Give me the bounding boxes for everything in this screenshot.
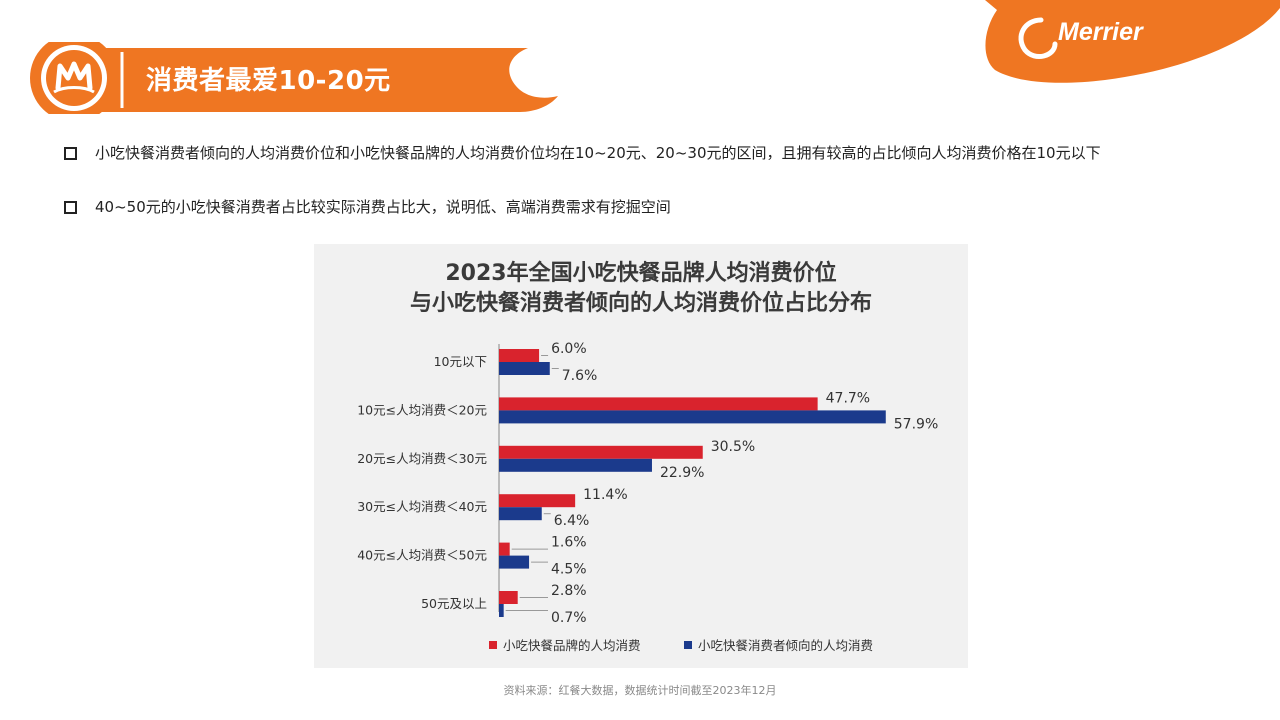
bullet-item: 小吃快餐消费者倾向的人均消费价位和小吃快餐品牌的人均消费价位均在10~20元、2… — [64, 142, 1264, 165]
data-label: 6.4% — [554, 513, 590, 529]
category-label: 40元≤人均消费＜50元 — [357, 548, 487, 563]
data-label: 6.0% — [551, 341, 587, 357]
category-label: 20元≤人均消费＜30元 — [357, 451, 487, 466]
data-label: 11.4% — [583, 487, 627, 503]
title-banner — [30, 42, 558, 114]
data-label: 4.5% — [551, 562, 587, 578]
bar-brand — [499, 542, 510, 556]
bar-brand — [499, 445, 703, 459]
bullet-item: 40~50元的小吃快餐消费者占比较实际消费占比大，说明低、高端消费需求有挖掘空间 — [64, 196, 1264, 219]
category-label: 10元≤人均消费＜20元 — [357, 402, 487, 417]
bar-brand — [499, 494, 576, 508]
bar-brand — [499, 591, 518, 604]
data-label: 2.8% — [551, 583, 587, 599]
bullet-text: 40~50元的小吃快餐消费者占比较实际消费占比大，说明低、高端消费需求有挖掘空间 — [95, 198, 671, 216]
square-bullet-icon — [64, 201, 77, 214]
chart-panel: 2023年全国小吃快餐品牌人均消费价位与小吃快餐消费者倾向的人均消费价位占比分布… — [314, 244, 968, 668]
legend-swatch — [489, 641, 497, 649]
square-bullet-icon — [64, 147, 77, 160]
legend-swatch — [684, 641, 692, 649]
bar-consumer — [499, 555, 530, 569]
data-label: 1.6% — [551, 535, 587, 551]
bar-consumer — [499, 507, 542, 521]
legend-label: 小吃快餐品牌的人均消费 — [503, 638, 641, 653]
page-title: 消费者最爱10-20元 — [146, 66, 391, 96]
data-label: 7.6% — [562, 368, 598, 384]
bar-brand — [499, 349, 540, 362]
bar-consumer — [499, 604, 504, 617]
brand-name: Merrier — [1058, 18, 1143, 46]
brand-logo — [985, 0, 1280, 83]
chart-subtitle: 与小吃快餐消费者倾向的人均消费价位占比分布 — [410, 290, 872, 316]
data-label: 0.7% — [551, 610, 587, 626]
category-label: 50元及以上 — [421, 596, 487, 611]
bar-consumer — [499, 362, 550, 375]
data-label: 30.5% — [711, 439, 755, 455]
source-note: 资料来源：红餐大数据，数据统计时间截至2023年12月 — [503, 684, 777, 697]
bar-consumer — [499, 458, 652, 472]
chart-title: 2023年全国小吃快餐品牌人均消费价位 — [445, 260, 836, 286]
category-label: 30元≤人均消费＜40元 — [357, 499, 487, 514]
legend-label: 小吃快餐消费者倾向的人均消费 — [698, 638, 873, 653]
data-label: 47.7% — [826, 390, 870, 406]
data-label: 22.9% — [660, 465, 704, 481]
bar-chart: 2023年全国小吃快餐品牌人均消费价位与小吃快餐消费者倾向的人均消费价位占比分布… — [357, 260, 938, 653]
category-label: 10元以下 — [434, 354, 487, 369]
bullet-text: 小吃快餐消费者倾向的人均消费价位和小吃快餐品牌的人均消费价位均在10~20元、2… — [95, 144, 1101, 162]
bar-consumer — [499, 410, 886, 424]
bar-brand — [499, 397, 818, 411]
data-label: 57.9% — [894, 416, 938, 432]
